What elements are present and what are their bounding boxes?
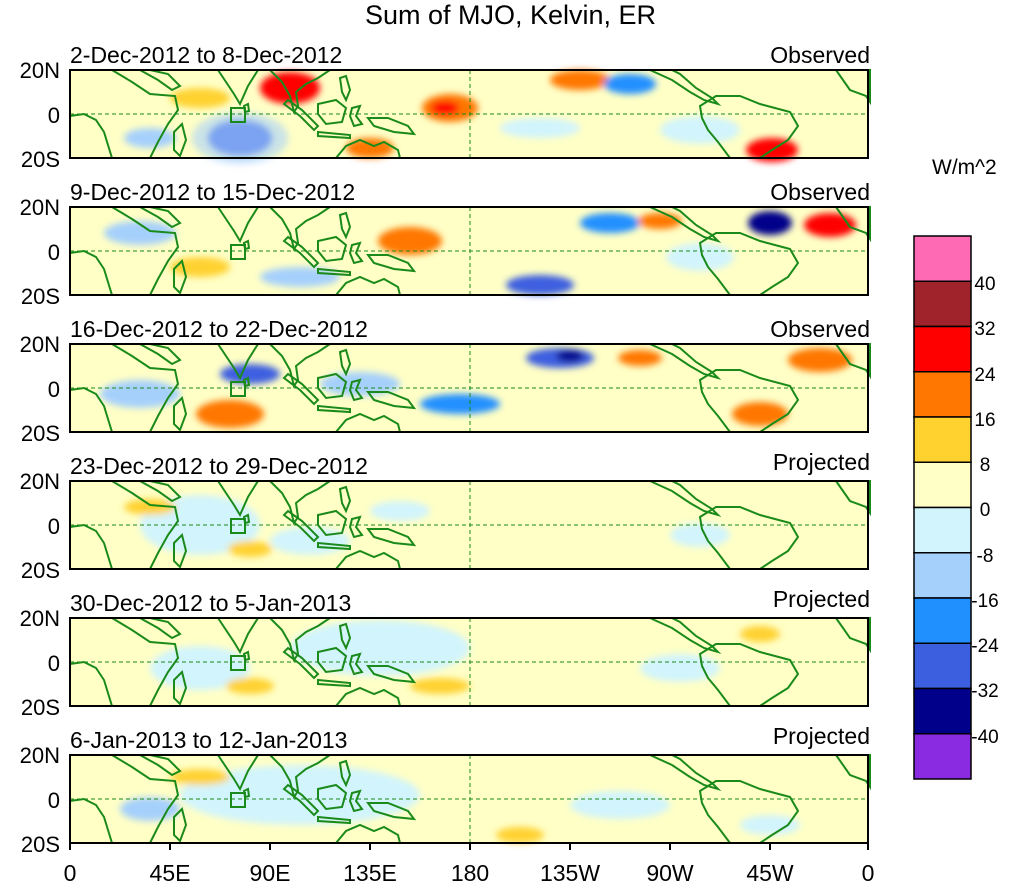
cb-label-m24: -24 xyxy=(971,636,999,657)
lon-label-45w: 45W xyxy=(746,860,794,886)
panel-5-date: 30-Dec-2012 to 5-Jan-2013 xyxy=(70,590,352,616)
panel-6-date: 6-Jan-2013 to 12-Jan-2013 xyxy=(70,727,348,753)
colorbar xyxy=(913,235,972,780)
panel-3-kind: Observed xyxy=(770,316,870,342)
lon-label-135e: 135E xyxy=(343,860,397,886)
lon-label-45e: 45E xyxy=(149,860,191,886)
colorbar-swatch-0 xyxy=(913,235,972,282)
cb-label-8: 8 xyxy=(979,455,991,476)
lat-20s-p3: 20S xyxy=(20,421,60,446)
colorbar-swatch-3 xyxy=(913,371,972,418)
lat-20n-p6: 20N xyxy=(19,743,60,768)
lat-0-p6: 0 xyxy=(47,788,60,813)
lat-20n-p1: 20N xyxy=(19,58,60,83)
colorbar-units: W/m^2 xyxy=(932,156,997,179)
colorbar-swatch-4 xyxy=(913,416,972,463)
colorbar-swatch-11 xyxy=(913,733,972,780)
lon-label-135w: 135W xyxy=(539,860,601,886)
map-panel-3 xyxy=(69,343,871,433)
lat-20s-p2: 20S xyxy=(20,284,60,309)
colorbar-swatch-2 xyxy=(913,325,972,373)
map-panel-2 xyxy=(69,206,871,296)
cb-label-m40: -40 xyxy=(971,727,999,748)
lat-0-p5: 0 xyxy=(47,651,60,676)
colorbar-swatch-7 xyxy=(913,552,972,599)
colorbar-swatch-5 xyxy=(913,461,972,509)
lon-label-180: 180 xyxy=(450,860,490,886)
panel-2-kind: Observed xyxy=(770,179,870,205)
lat-20s-p6: 20S xyxy=(20,832,60,857)
cb-label-16: 16 xyxy=(974,410,996,431)
lon-label-0: 0 xyxy=(63,860,77,886)
cb-label-m8: -8 xyxy=(976,546,994,567)
cb-label-32: 32 xyxy=(974,319,996,340)
panel-3-date: 16-Dec-2012 to 22-Dec-2012 xyxy=(70,316,368,342)
colorbar-swatch-8 xyxy=(913,597,972,644)
colorbar-swatch-6 xyxy=(913,506,972,554)
lat-0-p3: 0 xyxy=(47,377,60,402)
lon-label-90e: 90E xyxy=(249,860,291,886)
cb-label-m16: -16 xyxy=(971,591,999,612)
cb-label-m32: -32 xyxy=(971,681,999,702)
lat-20n-p2: 20N xyxy=(19,195,60,220)
lon-ticks xyxy=(69,843,869,850)
panel-2-date: 9-Dec-2012 to 15-Dec-2012 xyxy=(70,179,356,205)
lon-label-0-end: 0 xyxy=(861,860,875,886)
colorbar-swatch-10 xyxy=(913,687,972,735)
panel-4-date: 23-Dec-2012 to 29-Dec-2012 xyxy=(70,453,368,479)
map-panel-5 xyxy=(69,617,871,707)
lat-0-p2: 0 xyxy=(47,240,60,265)
panel-1-kind: Observed xyxy=(770,42,870,68)
colorbar-swatch-9 xyxy=(913,642,972,690)
lat-20s-p4: 20S xyxy=(20,558,60,583)
panel-6-kind: Projected xyxy=(772,723,870,749)
lat-20n-p3: 20N xyxy=(19,332,60,357)
panel-4-kind: Projected xyxy=(772,449,870,475)
map-panel-1 xyxy=(69,69,871,164)
lat-20n-p5: 20N xyxy=(19,606,60,631)
cb-label-40: 40 xyxy=(974,274,996,295)
cb-label-24: 24 xyxy=(974,365,996,386)
map-panel-4 xyxy=(69,480,871,570)
lon-label-90w: 90W xyxy=(646,860,694,886)
map-panel-6 xyxy=(69,754,871,844)
cb-label-0: 0 xyxy=(979,500,991,521)
panel-1-date: 2-Dec-2012 to 8-Dec-2012 xyxy=(70,42,343,68)
lat-20s-p5: 20S xyxy=(20,695,60,720)
lat-20n-p4: 20N xyxy=(19,469,60,494)
lat-20s-p1: 20S xyxy=(20,147,60,172)
colorbar-swatch-1 xyxy=(913,280,972,328)
lat-0-p4: 0 xyxy=(47,514,60,539)
lat-0-p1: 0 xyxy=(47,103,60,128)
panel-5-kind: Projected xyxy=(772,586,870,612)
main-title: Sum of MJO, Kelvin, ER xyxy=(364,0,657,30)
